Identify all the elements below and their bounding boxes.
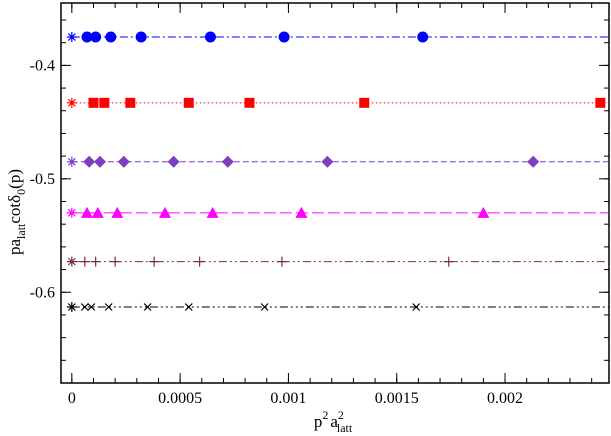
y-tick-label: -0.4 [30, 57, 55, 74]
series-4 [80, 206, 490, 218]
asterisk-marker [66, 207, 77, 218]
plus-marker [110, 256, 121, 267]
circle-marker [105, 31, 117, 43]
axis-ticks [61, 3, 609, 384]
circle-marker [81, 31, 93, 43]
plus-marker [79, 256, 90, 267]
circle-marker [417, 31, 429, 43]
square-marker [99, 97, 110, 108]
extrapolated-points [66, 32, 77, 312]
diamond-marker [527, 155, 540, 168]
diamond-marker [93, 155, 106, 168]
cross-marker [80, 303, 89, 311]
series-5 [79, 256, 454, 267]
y-axis-label: palattcotδ0(p) [5, 169, 28, 255]
diamond-marker [83, 155, 96, 168]
circle-marker [135, 31, 147, 43]
square-marker [88, 97, 99, 108]
plus-marker [194, 256, 205, 267]
x-tick-label: 0.0005 [158, 390, 202, 407]
asterisk-marker [66, 156, 77, 167]
cross-marker [87, 303, 96, 311]
x-tick-label: 0.0015 [375, 390, 419, 407]
square-marker [183, 97, 194, 108]
data-markers [66, 31, 606, 312]
asterisk-marker [66, 97, 77, 108]
asterisk-marker [66, 32, 77, 43]
plus-marker [276, 256, 287, 267]
cross-marker [412, 303, 421, 311]
series-3 [83, 155, 540, 168]
cross-marker [143, 303, 152, 311]
y-tick-label: -0.5 [30, 171, 55, 188]
plus-marker [443, 256, 454, 267]
circle-marker [278, 31, 290, 43]
triangle-marker [80, 206, 93, 218]
cross-marker [104, 303, 113, 311]
x-axis-label: p2 a2 latt [314, 408, 353, 435]
plus-marker [149, 256, 160, 267]
x-tick-label: 0 [68, 390, 76, 407]
diamond-marker [167, 155, 180, 168]
square-marker [244, 97, 255, 108]
diamond-marker [321, 155, 334, 168]
x-tick-label: 0.002 [487, 390, 523, 407]
circle-marker [204, 31, 216, 43]
asterisk-marker [66, 256, 77, 267]
triangle-marker [206, 206, 219, 218]
fit-lines [71, 36, 609, 308]
series-2 [88, 97, 606, 108]
series-6 [80, 303, 421, 311]
triangle-marker [91, 206, 104, 218]
triangle-marker [158, 206, 171, 218]
asterisk-marker [66, 302, 77, 312]
x-tick-label: 0.001 [270, 390, 306, 407]
square-marker [125, 97, 136, 108]
series-1 [81, 31, 429, 43]
cross-marker [184, 303, 193, 311]
triangle-marker [111, 206, 124, 218]
plot-frame [60, 2, 610, 384]
plus-marker [90, 256, 101, 267]
cross-marker [260, 303, 269, 311]
circle-marker [90, 31, 102, 43]
square-marker [595, 97, 606, 108]
square-marker [359, 97, 370, 108]
axis-tick-labels: 0 0.0005 0.001 0.0015 0.002 -0.4 -0.5 -0.6 [30, 57, 523, 407]
triangle-marker [477, 206, 490, 218]
diamond-marker [117, 155, 130, 168]
triangle-marker [295, 206, 308, 218]
diamond-marker [221, 155, 234, 168]
y-tick-label: -0.6 [30, 284, 55, 301]
plot-area-border [60, 2, 610, 384]
